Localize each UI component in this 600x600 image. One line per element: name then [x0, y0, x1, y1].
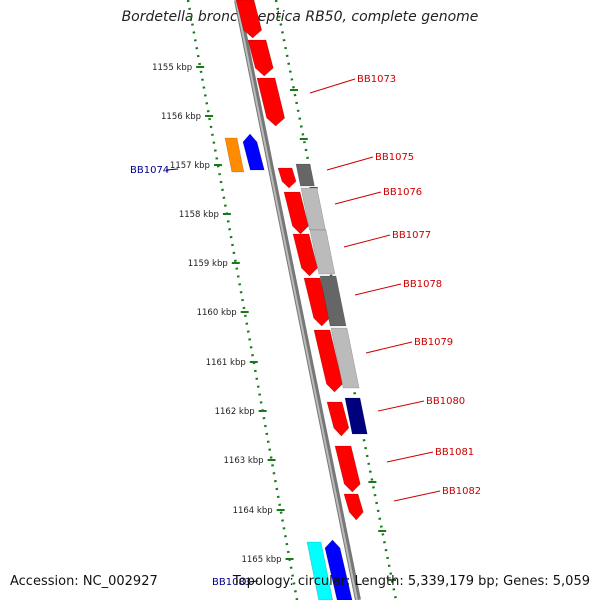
- gene-red: [343, 493, 364, 521]
- gene-label: BB1079: [414, 337, 453, 348]
- gene-red: [326, 401, 350, 437]
- gene-label: BB1075: [375, 152, 414, 163]
- ruler-label: 1160 kbp: [197, 308, 237, 318]
- leader-line: [386, 451, 434, 463]
- gene-red: [292, 233, 318, 277]
- gene-label: BB1081: [435, 447, 474, 458]
- gene-label: BB1074: [130, 165, 169, 176]
- gene-gray: [295, 163, 315, 187]
- gene-red: [334, 445, 361, 493]
- gene-red: [303, 277, 331, 327]
- gene-label: BB1077: [392, 230, 431, 241]
- gene-red: [313, 329, 343, 393]
- topology-text: Topology: circular; Length: 5,339,179 bp…: [232, 574, 590, 589]
- gene-label: BB1078: [403, 279, 442, 290]
- backbone-group: [234, 0, 361, 600]
- gene-label: BB1083: [212, 577, 251, 588]
- gene-darkblue: [344, 397, 368, 435]
- ruler-label: 1158 kbp: [179, 210, 219, 220]
- gene-red: [247, 39, 274, 77]
- leader-line: [334, 191, 382, 205]
- gene-blue: [242, 133, 265, 171]
- gene-label: BB1076: [383, 187, 422, 198]
- ruler-label: 1157 kbp: [170, 161, 210, 171]
- ruler-label: 1164 kbp: [233, 506, 273, 516]
- gene-label: BB1073: [357, 74, 396, 85]
- ruler-label: 1165 kbp: [241, 555, 281, 565]
- ruler-label: 1162 kbp: [215, 407, 255, 417]
- gene-red: [283, 191, 309, 235]
- map-title: Bordetella bronchiseptica RB50, complete…: [121, 9, 479, 25]
- leader-line: [377, 400, 425, 412]
- label-group: BB1073 BB1075 BB1076 BB1077 BB1078 BB1079 BB10…: [130, 74, 481, 588]
- leader-line: [365, 341, 413, 354]
- leader-line: [165, 168, 179, 171]
- gene-orange: [224, 137, 245, 173]
- leader-line: [354, 283, 402, 296]
- leader-line: [247, 580, 259, 583]
- gene-label: BB1082: [442, 486, 481, 497]
- leader-line: [326, 156, 374, 171]
- leader-line: [343, 234, 391, 248]
- backbone-highlight: [235, 0, 358, 600]
- gene-red: [277, 167, 297, 189]
- ruler-label: 1156 kbp: [161, 112, 201, 122]
- gene-group: [224, 0, 368, 600]
- gene-blue: [324, 539, 353, 600]
- gene-gray: [330, 327, 360, 389]
- gene-red: [256, 77, 286, 127]
- gene-red: [235, 0, 262, 39]
- left-ruler: [186, 0, 299, 600]
- ruler-label: 1163 kbp: [224, 456, 264, 466]
- accession-text: Accession: NC_002927: [10, 574, 158, 589]
- gene-label: BB1080: [426, 396, 465, 407]
- leader-line: [309, 78, 356, 94]
- ruler-label: 1161 kbp: [206, 358, 246, 368]
- gene-gray: [309, 229, 336, 275]
- leader-line: [393, 490, 441, 502]
- gene-gray: [319, 275, 347, 327]
- ruler-label: 1159 kbp: [188, 259, 228, 269]
- gene-cyan: [306, 541, 334, 600]
- ruler-label: 1155 kbp: [152, 63, 192, 73]
